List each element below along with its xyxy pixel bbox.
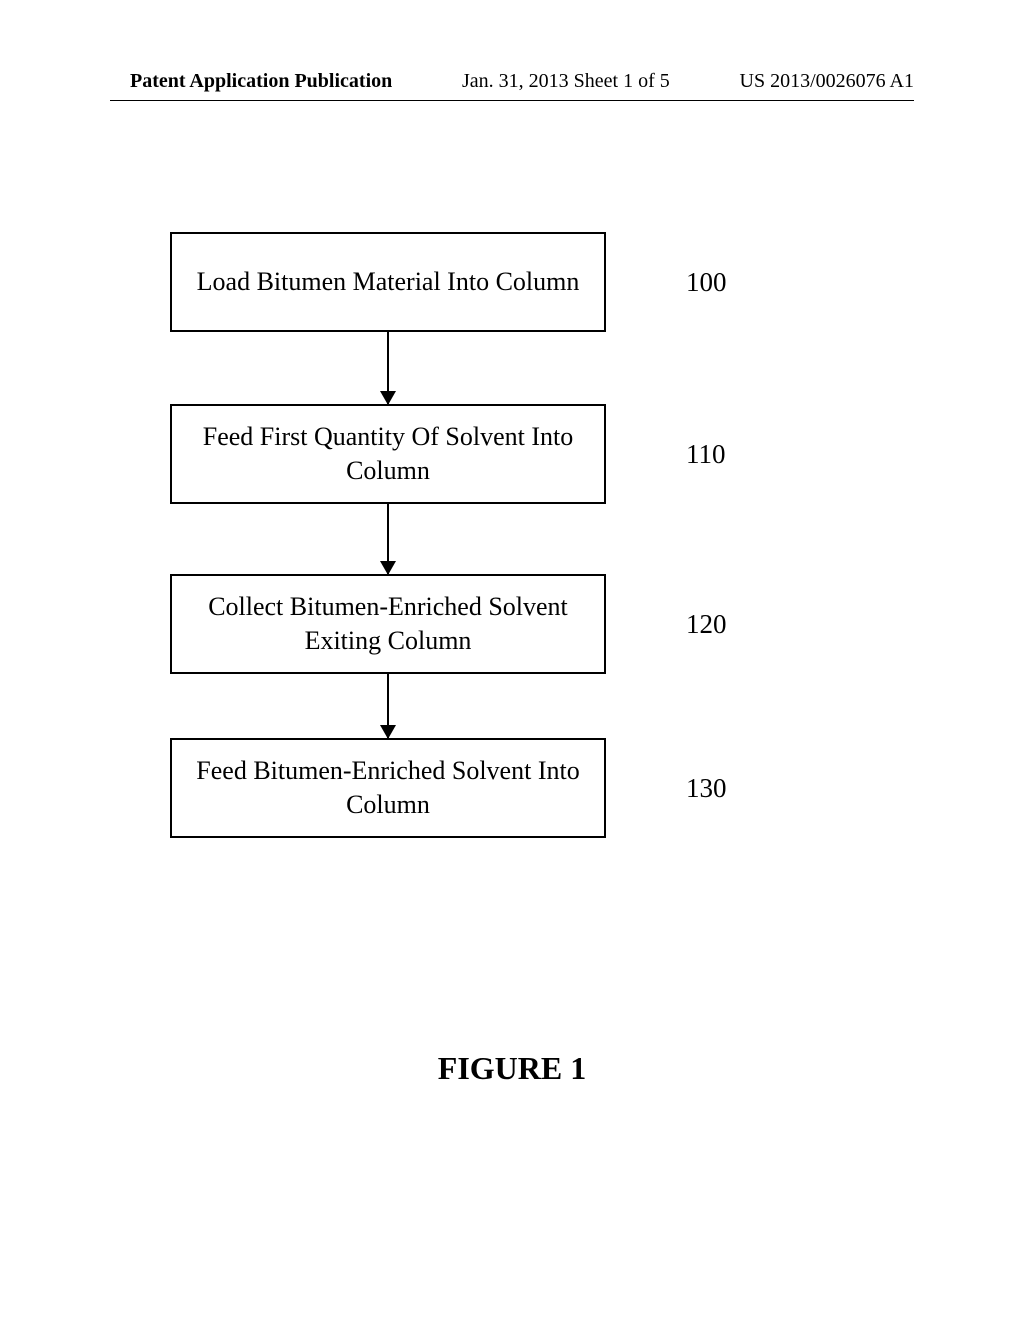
flow-step-number: 110 — [686, 439, 726, 470]
flowchart-diagram: Load Bitumen Material Into Column 100 Feed… — [0, 232, 1024, 838]
flow-box: Load Bitumen Material Into Column — [170, 232, 606, 332]
flow-arrow-wrapper — [0, 504, 606, 574]
flow-step-row: Feed Bitumen-Enriched Solvent Into Colum… — [0, 738, 1024, 838]
flow-arrow — [387, 504, 389, 574]
header-divider — [110, 100, 914, 101]
flow-box: Feed First Quantity Of Solvent Into Colu… — [170, 404, 606, 504]
flow-step-number: 100 — [686, 267, 727, 298]
page-header: Patent Application Publication Jan. 31, … — [0, 70, 1024, 93]
flow-step-number: 130 — [686, 773, 727, 804]
flow-arrow-wrapper — [0, 332, 606, 404]
flow-box: Feed Bitumen-Enriched Solvent Into Colum… — [170, 738, 606, 838]
flow-arrow — [387, 332, 389, 404]
figure-caption: FIGURE 1 — [0, 1050, 1024, 1087]
flow-step-row: Collect Bitumen-Enriched Solvent Exiting… — [0, 574, 1024, 674]
flow-arrow — [387, 674, 389, 738]
flow-step-row: Load Bitumen Material Into Column 100 — [0, 232, 1024, 332]
header-patent-number: US 2013/0026076 A1 — [740, 70, 914, 93]
header-date-sheet: Jan. 31, 2013 Sheet 1 of 5 — [462, 70, 670, 93]
flow-step-row: Feed First Quantity Of Solvent Into Colu… — [0, 404, 1024, 504]
flow-arrow-wrapper — [0, 674, 606, 738]
flow-step-number: 120 — [686, 609, 727, 640]
header-publication: Patent Application Publication — [130, 70, 392, 93]
flow-box: Collect Bitumen-Enriched Solvent Exiting… — [170, 574, 606, 674]
